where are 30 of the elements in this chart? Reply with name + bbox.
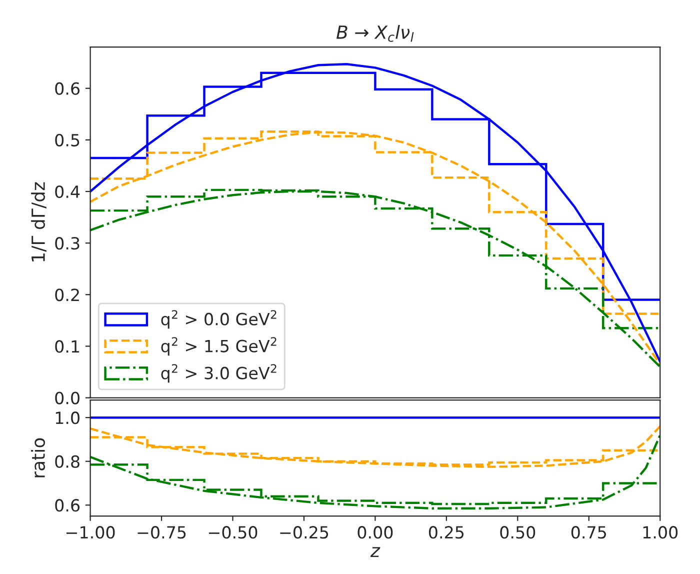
x-tick-label: −0.75	[138, 526, 186, 539]
x-tick-label: 0.25	[428, 526, 464, 539]
x-tick-label: 1.00	[643, 526, 678, 539]
line-series	[90, 62, 660, 363]
x-tick-label: 0.75	[571, 526, 606, 539]
y-axis-title: ratio	[31, 438, 46, 478]
x-tick-label: −0.25	[280, 526, 328, 539]
line-series	[90, 131, 660, 366]
x-tick-label: 0.50	[500, 526, 536, 539]
y-tick-label: 0.5	[55, 134, 80, 146]
y-tick-label: 0.6	[55, 82, 80, 95]
y-tick-label: 0.0	[55, 392, 80, 404]
chart-title: B → X$_{c}$lν$_{l}$	[336, 25, 414, 42]
y-tick-label: 1.0	[56, 412, 80, 424]
legend-label: q$^{2}$ > 0.0 GeV$^{2}$	[161, 310, 276, 329]
y-tick-label: 0.1	[55, 340, 80, 353]
x-tick-label: −1.00	[66, 526, 115, 539]
y-tick-label: 0.4	[55, 185, 80, 198]
x-axis-title: z	[370, 547, 380, 557]
y-tick-label: 0.3	[55, 237, 80, 250]
x-tick-label: 0.00	[358, 526, 393, 539]
line-series	[90, 425, 660, 468]
x-tick-label: −0.50	[208, 526, 258, 539]
y-tick-label: 0.6	[55, 499, 80, 512]
y-axis-title: 1/Γ dΓ/dz	[31, 182, 46, 262]
y-tick-label: 0.2	[55, 288, 79, 302]
line-series	[90, 434, 660, 510]
legend-label: q$^{2}$ > 1.5 GeV$^{2}$	[161, 337, 276, 356]
legend-label: q$^{2}$ > 3.0 GeV$^{2}$	[161, 364, 276, 383]
y-tick-label: 0.8	[55, 455, 80, 468]
